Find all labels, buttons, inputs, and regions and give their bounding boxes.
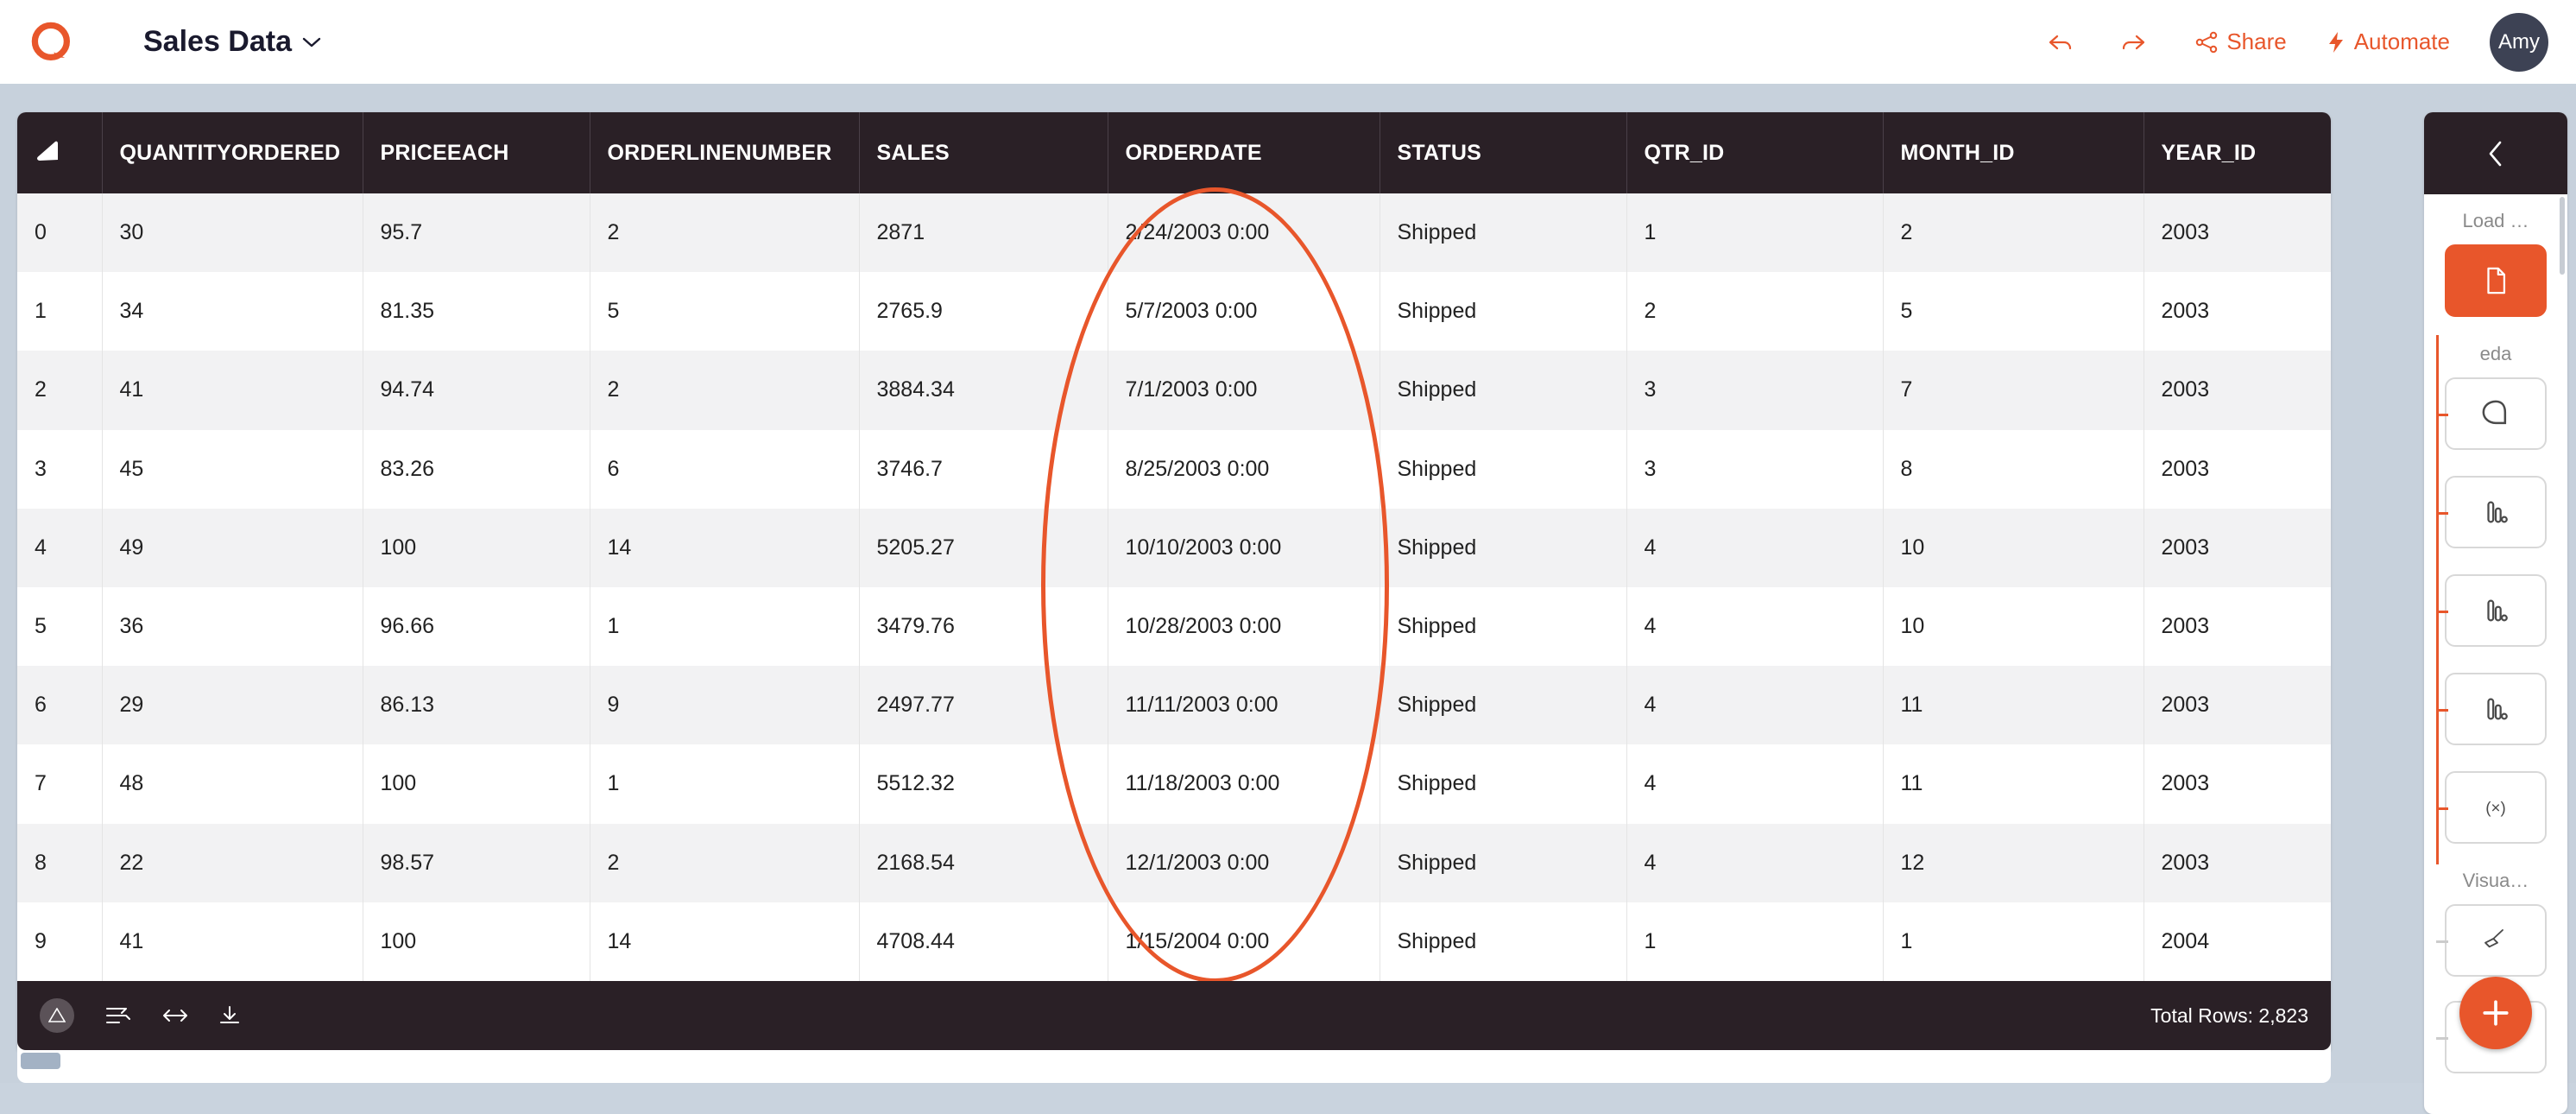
svg-text:(×): (×) bbox=[2485, 798, 2505, 816]
